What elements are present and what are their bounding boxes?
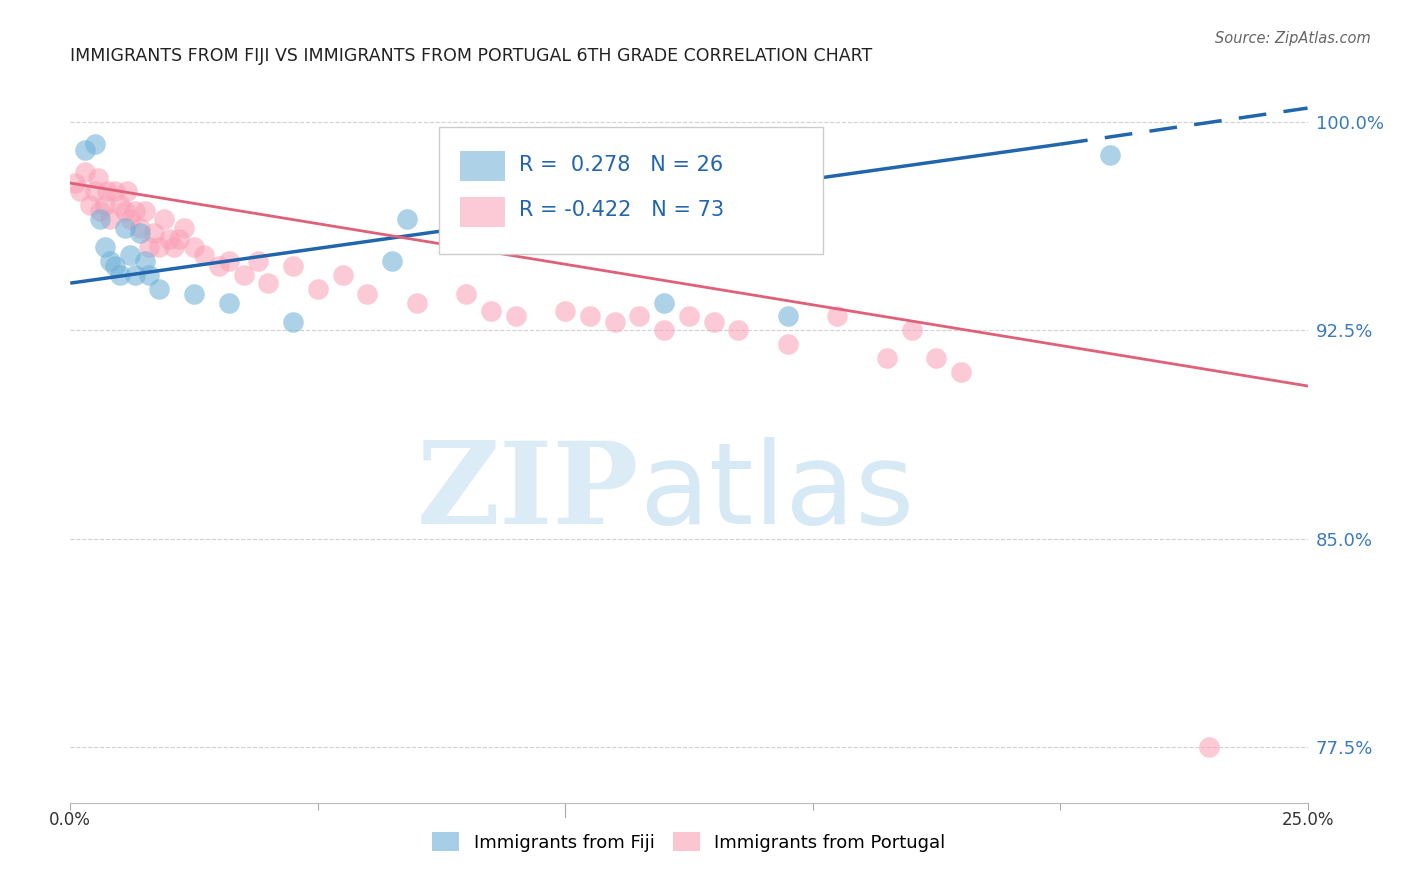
Point [148,240,170,254]
Point [603,315,626,329]
Point [86,170,108,185]
Point [776,337,799,351]
Point [134,203,156,218]
Point [94,240,117,254]
Point [332,268,354,282]
Point [307,282,329,296]
Point [900,323,922,337]
Point [84,137,107,152]
Point [108,198,131,212]
Point [84,185,107,199]
Point [118,248,141,262]
Text: 25.0%: 25.0% [1281,811,1334,830]
Point [173,220,195,235]
Point [163,240,186,254]
Point [652,295,675,310]
Point [79,198,101,212]
Point [118,212,141,227]
Point [827,310,849,324]
Point [554,304,576,318]
Point [65,176,87,190]
Point [138,240,160,254]
Point [678,310,700,324]
Point [143,226,166,240]
Point [157,232,180,246]
Point [218,295,240,310]
Point [124,203,146,218]
Point [479,304,502,318]
Point [281,260,304,274]
Point [950,365,973,379]
Point [456,287,478,301]
Point [1098,148,1121,162]
Point [134,254,156,268]
Text: R =  0.278   N = 26: R = 0.278 N = 26 [519,155,724,175]
Point [405,295,427,310]
Point [628,310,651,324]
Point [247,254,270,268]
FancyBboxPatch shape [439,128,823,253]
Point [925,351,948,366]
Point [75,143,97,157]
Bar [460,151,505,181]
Point [114,203,136,218]
Text: atlas: atlas [640,436,915,548]
Point [114,220,136,235]
Point [727,323,749,337]
Point [96,185,118,199]
Point [356,287,378,301]
Legend: Immigrants from Fiji, Immigrants from Portugal: Immigrants from Fiji, Immigrants from Po… [425,825,953,859]
Point [183,240,205,254]
Point [94,198,117,212]
Point [183,287,205,301]
Text: R = -0.422   N = 73: R = -0.422 N = 73 [519,201,724,220]
Point [218,254,240,268]
Point [69,185,91,199]
Text: 0.0%: 0.0% [49,811,91,830]
Point [876,351,898,366]
Point [115,185,138,199]
Point [395,212,418,227]
Point [257,276,280,290]
Point [505,310,527,324]
Point [138,268,160,282]
Point [128,226,150,240]
Point [104,185,127,199]
Point [193,248,215,262]
Point [124,268,146,282]
Point [89,212,111,227]
Text: Source: ZipAtlas.com: Source: ZipAtlas.com [1215,31,1371,46]
Point [128,220,150,235]
Point [98,254,121,268]
Point [281,315,304,329]
Bar [460,196,505,227]
Point [108,268,131,282]
Point [167,232,190,246]
Text: ZIP: ZIP [418,436,640,548]
Point [89,203,111,218]
Point [208,260,231,274]
Point [579,310,602,324]
Point [381,254,404,268]
Point [652,323,675,337]
Point [75,165,97,179]
Point [232,268,254,282]
Point [98,212,121,227]
Point [148,282,170,296]
Point [1198,740,1220,755]
Point [153,212,176,227]
Point [104,260,127,274]
Text: IMMIGRANTS FROM FIJI VS IMMIGRANTS FROM PORTUGAL 6TH GRADE CORRELATION CHART: IMMIGRANTS FROM FIJI VS IMMIGRANTS FROM … [70,47,873,65]
Point [703,315,725,329]
Point [776,310,799,324]
